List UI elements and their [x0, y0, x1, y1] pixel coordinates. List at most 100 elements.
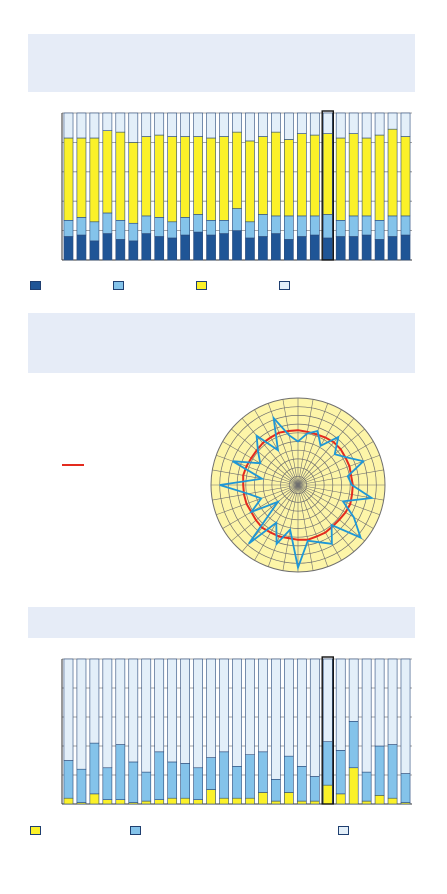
chart1-bar-segment: [400, 215, 411, 236]
chart3-bar-segment: [296, 658, 307, 767]
chart3-bar-segment: [193, 799, 203, 805]
chart3-bar-segment: [89, 793, 100, 805]
polar-spoke: [297, 484, 365, 542]
chart1-bar-segment: [348, 236, 359, 261]
chart1-bar-segment: [102, 130, 113, 214]
chart1-bar-segment: [400, 112, 411, 137]
chart3-bar-segment: [89, 742, 100, 795]
polar-spoke: [231, 428, 299, 486]
chart3-bar-segment: [180, 763, 190, 799]
polar-legend: [62, 460, 182, 472]
chart3-bar-segment: [102, 799, 113, 805]
legend1-swatch: [279, 281, 290, 290]
chart1-bar-segment: [180, 136, 190, 218]
polar-radar-chart: [210, 397, 386, 573]
chart3-bar-segment: [309, 800, 320, 805]
chart3-bar-segment: [387, 797, 398, 805]
chart1-bar-segment: [154, 112, 165, 136]
chart3-bar-segment: [245, 797, 255, 805]
chart3-bar-segment: [284, 658, 294, 757]
chart3-bar-segment: [141, 800, 152, 805]
chart3-bar-segment: [245, 754, 255, 799]
chart3-bar-segment: [258, 751, 268, 793]
chart3-bar-segment: [193, 767, 203, 800]
chart3-bar-segment: [89, 658, 100, 744]
chart3-bar-segment: [154, 658, 165, 753]
chart1-bar-segment: [154, 236, 165, 261]
chart3-bar-segment: [296, 800, 307, 805]
chart1-bar-segment: [232, 208, 242, 231]
chart3-bar-segment: [296, 766, 307, 802]
chart3-bar-segment: [335, 658, 346, 751]
legend1-swatch: [113, 281, 124, 290]
chart1-bar-segment: [271, 215, 281, 234]
legend2-swatch: [62, 464, 84, 466]
chart1-bar-segment: [387, 215, 398, 237]
chart3-bar-segment: [361, 771, 372, 802]
chart1-bar-segment: [193, 136, 203, 215]
chart1-bar-segment: [245, 140, 255, 223]
chart1-bar-segment: [102, 212, 113, 234]
chart3-bar-segment: [141, 771, 152, 802]
chart3-bar-segment: [63, 760, 74, 799]
chart3-bar-segment: [387, 744, 398, 799]
chart1-bar-segment: [219, 220, 229, 234]
chart1-bar-segment: [219, 112, 229, 137]
polar-spoke: [297, 484, 380, 516]
chart1-bar-segment: [335, 220, 346, 237]
chart1-bar-segment: [115, 220, 126, 240]
chart3-bar-segment: [76, 768, 87, 803]
chart3-bar-segment: [348, 721, 359, 769]
chart1-bar-segment: [284, 215, 294, 240]
chart3-bar-segment: [348, 767, 359, 805]
chart1-bar-segment: [141, 136, 152, 217]
chart1-bar-segment: [309, 234, 320, 261]
chart3-bar-segment: [206, 658, 216, 758]
chart1-bar-segment: [296, 112, 307, 134]
chart3-bar-segment: [387, 658, 398, 745]
chart3-bar-segment: [193, 658, 203, 769]
chart3-bar-segment: [322, 784, 333, 805]
chart3-bar-segment: [102, 767, 113, 800]
chart3-bar-segment: [361, 800, 372, 805]
chart1-bar-segment: [206, 220, 216, 236]
chart1-bar-segment: [335, 236, 346, 261]
chart1-bar-segment: [335, 112, 346, 139]
polar-spoke: [297, 454, 380, 486]
chart1-bar-segment: [400, 136, 411, 217]
chart1-bar-segment: [167, 221, 178, 239]
chart1-bar-segment: [322, 214, 333, 239]
chart1-bar-segment: [296, 215, 307, 237]
chart3-highlight-frame: [321, 656, 334, 805]
polar-spoke: [297, 484, 355, 552]
chart1-bar-segment: [115, 131, 126, 221]
legend3-swatch: [130, 826, 141, 835]
polar-spoke: [222, 484, 299, 529]
chart1-bar-segment: [167, 112, 178, 137]
chart1-bar-segment: [245, 237, 255, 261]
chart1-bar-segment: [284, 239, 294, 261]
chart3-bar-segment: [206, 789, 216, 805]
polar-spoke: [216, 484, 299, 516]
chart1-header: [28, 34, 415, 92]
chart1-bar-segment: [102, 112, 113, 131]
chart1-bar-segment: [309, 215, 320, 236]
chart1-bar-segment: [387, 112, 398, 130]
legend3-swatch: [30, 826, 41, 835]
chart1-bar-segment: [374, 112, 385, 136]
chart3-bar-segment: [271, 658, 281, 780]
chart3-bar-segment: [167, 761, 178, 799]
chart1-bar-segment: [89, 137, 100, 223]
chart1-bar-segment: [180, 217, 190, 236]
chart3-bar-segment: [348, 658, 359, 722]
chart3-bar-segment: [63, 658, 74, 761]
polar-spoke: [297, 403, 329, 486]
polar-spoke: [282, 484, 299, 571]
chart1-bar-segment: [63, 137, 74, 221]
chart1-bar-segment: [206, 137, 216, 221]
chart1-bar-segment: [206, 112, 216, 139]
chart3-bar-segment: [232, 797, 242, 805]
chart1-bar-segment: [206, 234, 216, 261]
polar-spoke: [297, 484, 329, 567]
chart1-bar-segment: [180, 234, 190, 261]
